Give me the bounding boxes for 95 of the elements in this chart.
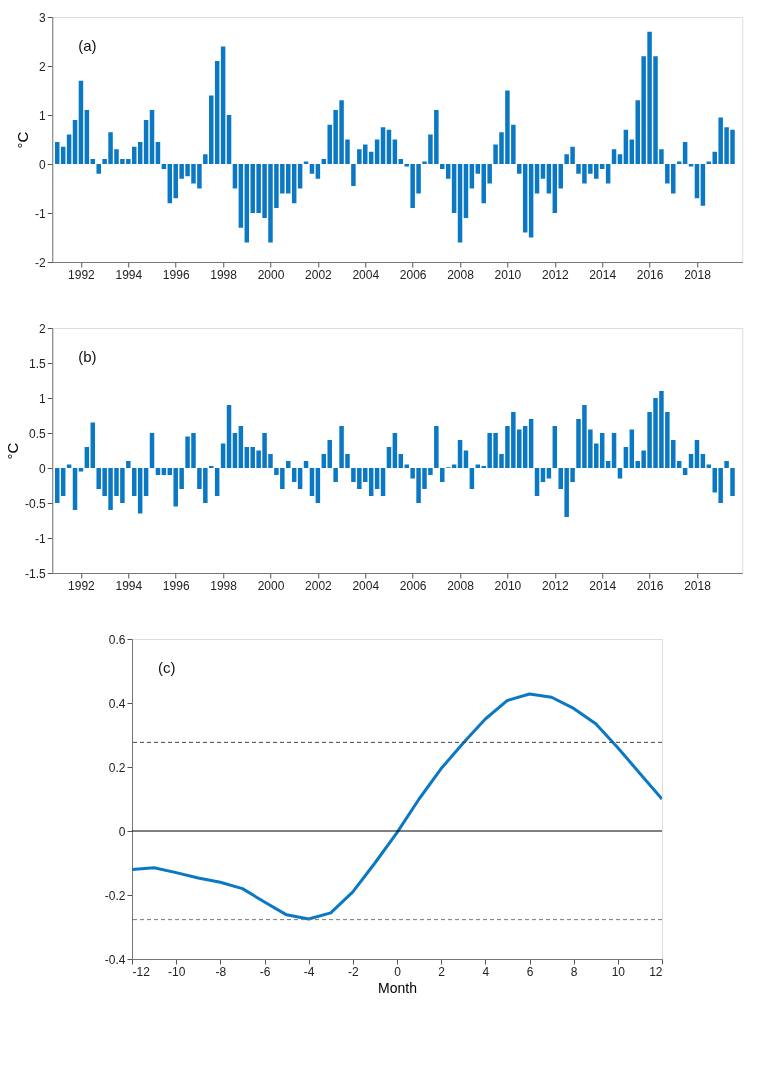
y-tick-label: 0 xyxy=(39,157,47,172)
bar xyxy=(730,468,735,496)
x-tick-label: 4 xyxy=(482,964,490,979)
x-tick-label: 2018 xyxy=(684,578,712,593)
x-tick-label: -6 xyxy=(259,964,271,979)
x-tick-label: 12 xyxy=(649,964,663,979)
x-tick-label: -10 xyxy=(167,964,186,979)
x-tick-label: 2010 xyxy=(494,267,522,282)
bar xyxy=(333,468,338,482)
bar xyxy=(724,461,729,468)
bar xyxy=(161,164,167,169)
x-tick-label: 2000 xyxy=(257,267,285,282)
line-series xyxy=(132,692,662,921)
y-tick-label: 0 xyxy=(39,461,47,476)
x-tick-label: 1996 xyxy=(162,578,190,593)
bar xyxy=(126,461,131,468)
y-tick-label: 1 xyxy=(39,108,47,123)
x-tick-label: 2008 xyxy=(447,578,475,593)
y-tick-label: -1 xyxy=(35,531,47,546)
x-tick-label: 2004 xyxy=(352,267,380,282)
x-tick-label: -2 xyxy=(348,964,359,979)
y-tick-label: -0.5 xyxy=(25,496,47,511)
x-tick-label: -12 xyxy=(132,964,151,979)
bar xyxy=(286,461,291,468)
x-tick-label: 2014 xyxy=(589,578,617,593)
y-tick-label: 0.2 xyxy=(108,760,126,775)
x-tick-label: 1994 xyxy=(115,267,143,282)
x-tick-label: 1996 xyxy=(162,267,190,282)
x-tick-label: 1998 xyxy=(210,267,238,282)
x-tick-label: 2012 xyxy=(541,267,569,282)
bar xyxy=(546,468,552,479)
x-tick-label: 1994 xyxy=(115,578,143,593)
x-tick-label: 6 xyxy=(526,964,534,979)
bar xyxy=(398,159,404,164)
x-axis-title: Month xyxy=(378,979,417,996)
x-tick-label: 2002 xyxy=(305,578,333,593)
x-tick-label: 2014 xyxy=(589,267,617,282)
x-tick-label: 2004 xyxy=(352,578,380,593)
x-tick-label: 1998 xyxy=(210,578,238,593)
annotation: (b) xyxy=(78,348,97,365)
y-tick-label: -0.2 xyxy=(104,888,126,903)
y-tick-label: 1.5 xyxy=(29,356,47,371)
y-axis-title: °C xyxy=(4,442,22,460)
x-tick-label: 2010 xyxy=(494,578,522,593)
y-tick-label: 1 xyxy=(39,391,47,406)
bar xyxy=(617,154,623,164)
x-tick-label: 8 xyxy=(570,964,578,979)
x-tick-label: 2006 xyxy=(399,578,427,593)
y-tick-label: -1.5 xyxy=(25,566,47,581)
x-tick-label: 2008 xyxy=(447,267,475,282)
bar xyxy=(611,149,617,164)
y-tick-label: 0 xyxy=(118,824,126,839)
y-tick-label: 2 xyxy=(39,59,47,74)
y-tick-label: 0.4 xyxy=(108,696,126,711)
bar xyxy=(232,164,238,189)
bar xyxy=(96,164,101,174)
x-tick-label: 0 xyxy=(394,964,402,979)
bar xyxy=(78,468,84,472)
bar xyxy=(617,468,623,479)
x-tick-label: 2012 xyxy=(541,578,569,593)
y-tick-label: 0.5 xyxy=(29,426,47,441)
y-tick-label: -1 xyxy=(35,206,47,221)
x-tick-label: 1992 xyxy=(68,267,96,282)
bar xyxy=(315,164,321,179)
x-tick-label: 2018 xyxy=(684,267,712,282)
y-tick-label: 2 xyxy=(39,321,47,336)
bar xyxy=(440,468,445,482)
bar xyxy=(209,465,214,468)
bar xyxy=(434,426,439,468)
bar xyxy=(540,164,546,179)
x-tick-label: 10 xyxy=(611,964,626,979)
bar xyxy=(90,159,96,164)
x-tick-label: 2000 xyxy=(257,578,285,593)
bar xyxy=(700,164,706,206)
bar xyxy=(309,164,315,174)
y-tick-label: 3 xyxy=(39,10,47,25)
x-tick-label: 2002 xyxy=(305,267,333,282)
bar xyxy=(605,164,611,184)
bar xyxy=(469,164,475,189)
x-tick-label: 2 xyxy=(438,964,446,979)
x-tick-label: -8 xyxy=(215,964,227,979)
y-tick-label: 0.6 xyxy=(108,632,126,647)
bar xyxy=(380,127,386,164)
bar xyxy=(297,164,303,189)
annotation: (a) xyxy=(78,37,97,54)
annotation: (c) xyxy=(158,659,176,676)
x-tick-label: 1992 xyxy=(68,578,96,593)
x-tick-label: 2006 xyxy=(399,267,427,282)
bar xyxy=(351,164,356,187)
x-tick-label: 2016 xyxy=(636,578,664,593)
y-tick-label: -0.4 xyxy=(104,952,126,967)
y-tick-label: -2 xyxy=(35,255,47,270)
y-axis-title: °C xyxy=(14,131,32,149)
x-tick-label: -4 xyxy=(303,964,315,979)
x-tick-label: 2016 xyxy=(636,267,664,282)
